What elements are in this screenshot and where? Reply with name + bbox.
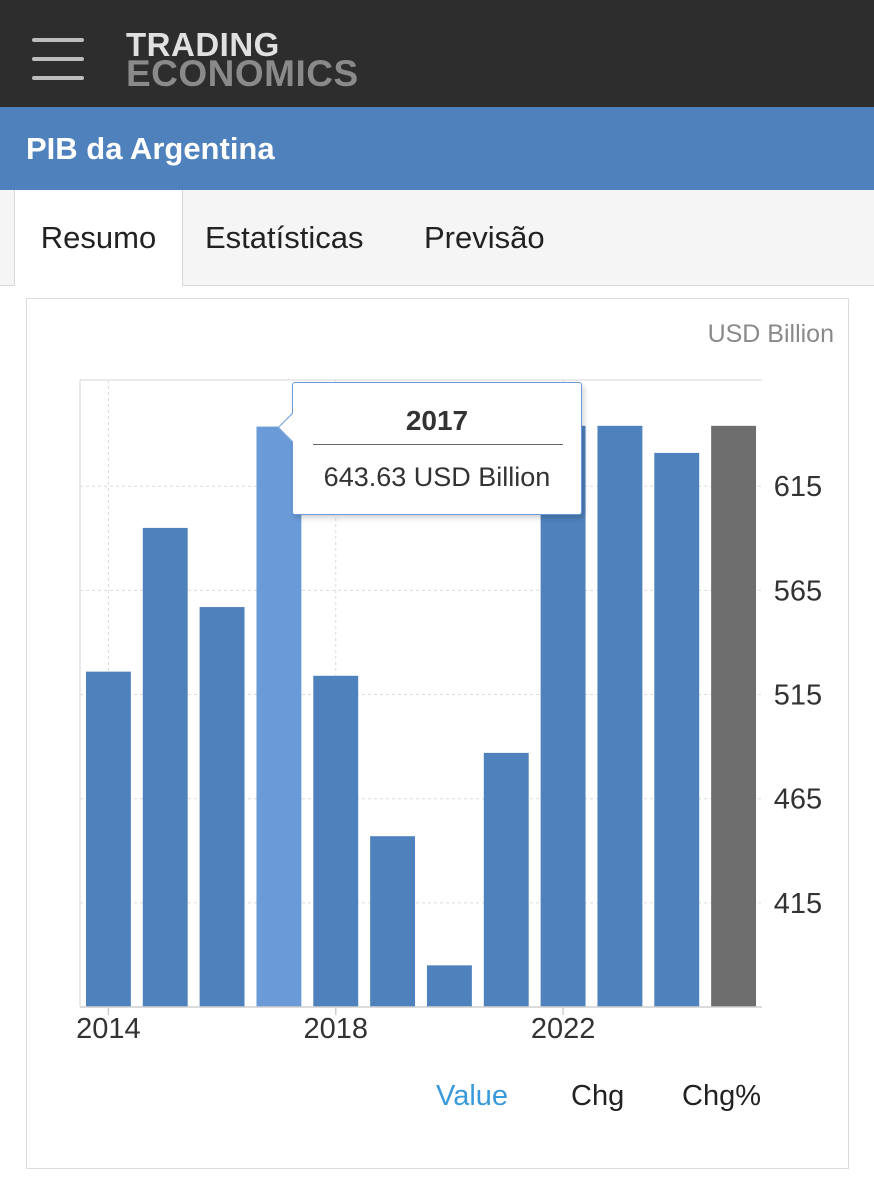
- logo-line2: ECONOMICS: [126, 53, 359, 94]
- y-tick-label: 515: [774, 680, 822, 712]
- logo[interactable]: TRADING ECONOMICS: [126, 28, 359, 92]
- logo-line1: TRADING: [126, 26, 280, 63]
- bar-2014: [85, 671, 131, 1007]
- tab-bar: Resumo Estatísticas Previsão: [0, 190, 874, 286]
- bar-2023: [597, 425, 643, 1007]
- top-bar: TRADING ECONOMICS: [0, 0, 874, 107]
- tooltip-value: 643.63 USD Billion: [323, 462, 551, 492]
- y-tick-label: 615: [774, 471, 822, 503]
- unit-label: USD Billion: [707, 320, 834, 348]
- bar-2021: [483, 752, 529, 1007]
- tab-estatisticas[interactable]: Estatísticas: [205, 220, 364, 255]
- legend-chg[interactable]: Chg: [571, 1080, 625, 1112]
- y-tick-label: 565: [774, 575, 822, 607]
- bar-2024: [654, 452, 700, 1007]
- menu-icon[interactable]: [32, 38, 84, 80]
- bar-2020: [426, 965, 472, 1007]
- bar-2019: [370, 836, 416, 1007]
- bar-2015: [142, 527, 188, 1007]
- tab-previsao[interactable]: Previsão: [424, 220, 545, 255]
- tooltip-year: 2017: [405, 405, 469, 436]
- page-title: PIB da Argentina: [26, 131, 275, 166]
- legend-value[interactable]: Value: [436, 1080, 509, 1112]
- bar-2016: [199, 607, 245, 1007]
- chart-tooltip: 2017 643.63 USD Billion: [277, 382, 582, 515]
- bar-2025: [711, 425, 757, 1007]
- bar-2018: [313, 675, 359, 1007]
- x-tick-label: 2018: [303, 1013, 368, 1045]
- legend-chg-percent[interactable]: Chg%: [682, 1080, 761, 1112]
- bar-2017: [256, 426, 302, 1007]
- y-tick-label: 465: [774, 784, 822, 816]
- x-tick-label: 2014: [76, 1013, 141, 1045]
- x-tick-label: 2022: [531, 1013, 596, 1045]
- bar-2022: [540, 425, 586, 1007]
- tab-resumo[interactable]: Resumo: [14, 190, 183, 286]
- y-tick-label: 415: [774, 888, 822, 920]
- tooltip-divider: [313, 444, 563, 445]
- title-bar: PIB da Argentina: [0, 107, 874, 190]
